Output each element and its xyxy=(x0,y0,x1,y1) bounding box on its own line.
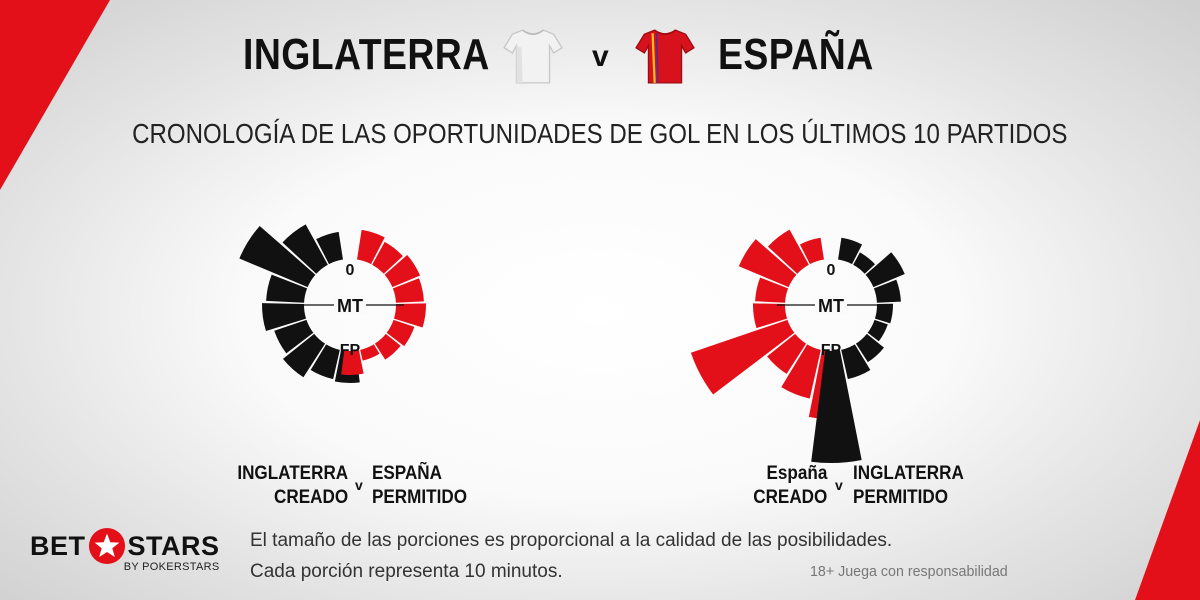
wedge-left-0-10 xyxy=(316,231,343,265)
caption-right-chart2: INGLATERRA PERMITIDO xyxy=(853,463,964,508)
halftime-label: MT xyxy=(337,296,363,316)
wedge-right-0-10 xyxy=(838,237,863,265)
red-corner-top-left xyxy=(0,0,110,190)
halftime-label: MT xyxy=(818,296,844,316)
wedge-left-0-10 xyxy=(799,237,824,265)
wedge-right-10-20 xyxy=(853,252,876,274)
radial-chart-england-created: MT 0 FP xyxy=(239,224,426,383)
wedge-left-60-70 xyxy=(282,333,326,378)
note-line-2: Cada porción representa 10 minutos. xyxy=(250,561,563,582)
caption-right-chart1: ESPAÑA PERMITIDO xyxy=(372,463,468,508)
wedge-left-40-50 xyxy=(262,303,307,332)
wedge-right-80-90 xyxy=(341,350,364,375)
wedge-left-50-60 xyxy=(274,319,314,354)
caption-versus-chart2: v xyxy=(835,477,843,493)
away-team-title: ESPAÑA xyxy=(718,30,874,79)
kickoff-label: 0 xyxy=(346,262,355,279)
halftime-label-bg xyxy=(815,296,847,314)
halftime-label-bg xyxy=(334,296,366,314)
note-line-1: El tamaño de las porciones es proporcion… xyxy=(250,530,893,551)
caption-versus-chart1: v xyxy=(355,477,363,493)
wedge-right-70-80 xyxy=(360,344,380,361)
home-team-title: INGLATERRA xyxy=(243,30,490,79)
wedge-left-70-80 xyxy=(781,344,821,399)
wedge-left-40-50 xyxy=(753,303,788,329)
versus-label: v xyxy=(592,40,609,73)
wedge-right-20-30 xyxy=(865,252,905,288)
responsible-gambling-note: 18+ Juega con responsabilidad xyxy=(810,563,1008,580)
wedge-right-60-70 xyxy=(855,333,884,363)
wedge-left-10-20 xyxy=(282,224,328,274)
wedge-right-0-10 xyxy=(357,229,385,265)
red-corner-bottom-right xyxy=(1135,420,1200,600)
wedge-right-20-30 xyxy=(384,254,421,288)
wedge-right-30-40 xyxy=(873,279,901,303)
wedge-left-70-80 xyxy=(310,344,340,380)
caption-left-chart2: España CREADO xyxy=(752,463,827,508)
wedge-left-30-40 xyxy=(266,274,308,303)
kickoff-label: 0 xyxy=(827,262,836,279)
chart-subtitle: CRONOLOGÍA DE LAS OPORTUNIDADES DE GOL E… xyxy=(132,118,1068,149)
wedge-right-30-40 xyxy=(392,278,424,303)
wedge-left-10-20 xyxy=(767,229,809,274)
fulltime-label: FP xyxy=(340,342,361,359)
wedge-left-60-70 xyxy=(767,333,807,374)
wedge-right-40-50 xyxy=(874,303,893,324)
white-shirt-icon xyxy=(503,29,563,84)
wedge-left-50-60 xyxy=(690,319,795,395)
wedge-right-40-50 xyxy=(393,303,426,328)
fulltime-label: FP xyxy=(821,342,842,359)
wedge-right-70-80 xyxy=(841,344,871,380)
radial-chart-spain-created: MT 0 FP xyxy=(690,229,905,463)
wedge-left-20-30 xyxy=(738,239,797,288)
star-icon xyxy=(88,527,125,565)
red-shirt-icon xyxy=(635,29,695,84)
betstars-logo: BET STARS BY POKERSTARS xyxy=(30,527,220,573)
wedge-left-20-30 xyxy=(239,225,316,288)
wedge-right-50-60 xyxy=(867,319,888,342)
wedge-right-50-60 xyxy=(386,319,415,347)
wedge-right-60-70 xyxy=(374,333,401,360)
wedge-right-10-20 xyxy=(372,241,403,274)
caption-left-chart1: INGLATERRA CREADO xyxy=(237,463,348,508)
wedge-right-80-90 xyxy=(811,350,862,463)
wedge-left-30-40 xyxy=(755,277,789,303)
